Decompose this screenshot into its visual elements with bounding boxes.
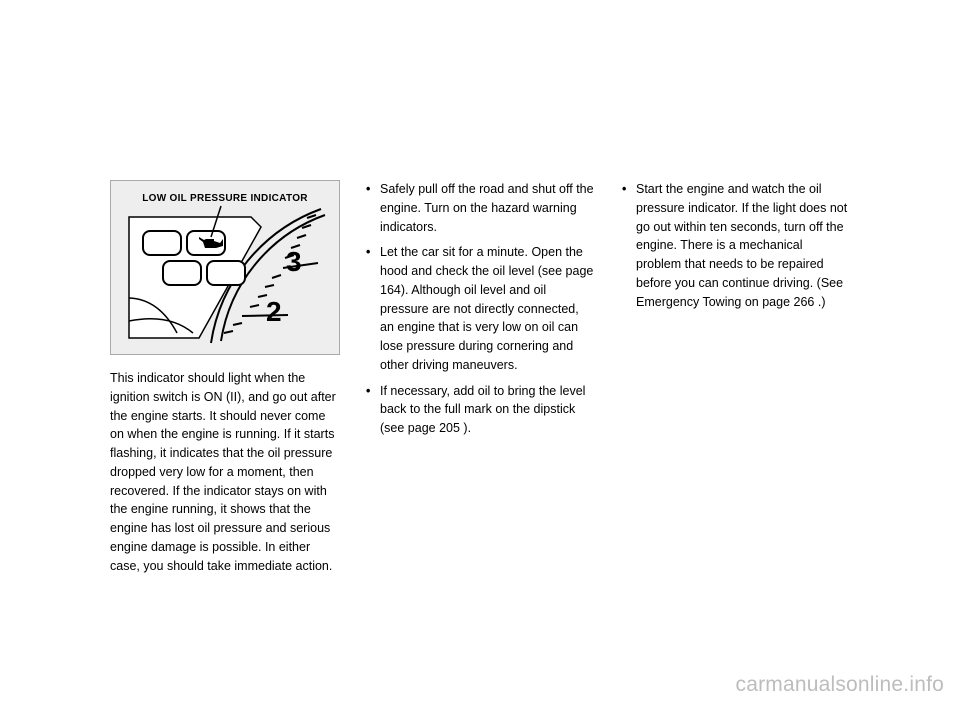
col2-bullet-3: • If necessary, add oil to bring the lev…: [366, 382, 594, 438]
page-link-205[interactable]: 205: [439, 421, 460, 435]
bullet-icon: •: [366, 382, 380, 438]
col2-bullet-1: • Safely pull off the road and shut off …: [366, 180, 594, 236]
bullet-icon: •: [622, 180, 636, 311]
bullet-text: If necessary, add oil to bring the level…: [380, 382, 594, 438]
gauge-illustration: LOW OIL PRESSURE INDICATOR: [110, 180, 340, 355]
col1-para: This indicator should light when the ign…: [110, 369, 338, 575]
gauge-num-3: 3: [286, 246, 302, 277]
page-link-266[interactable]: 266: [794, 295, 815, 309]
gauge-num-2: 2: [266, 296, 282, 327]
bullet-icon: •: [366, 243, 380, 374]
bullet-text: Let the car sit for a minute. Open the h…: [380, 243, 594, 374]
watermark: carmanualsonline.info: [736, 669, 945, 701]
bullet-text: Safely pull off the road and shut off th…: [380, 180, 594, 236]
gauge-svg: 3 2: [111, 203, 341, 353]
col2-bullet-2: • Let the car sit for a minute. Open the…: [366, 243, 594, 374]
col3-bullet-1: • Start the engine and watch the oil pre…: [622, 180, 850, 311]
page-link-164[interactable]: 164: [380, 283, 401, 297]
bullet-text: Start the engine and watch the oil press…: [636, 180, 850, 311]
bullet-icon: •: [366, 180, 380, 236]
